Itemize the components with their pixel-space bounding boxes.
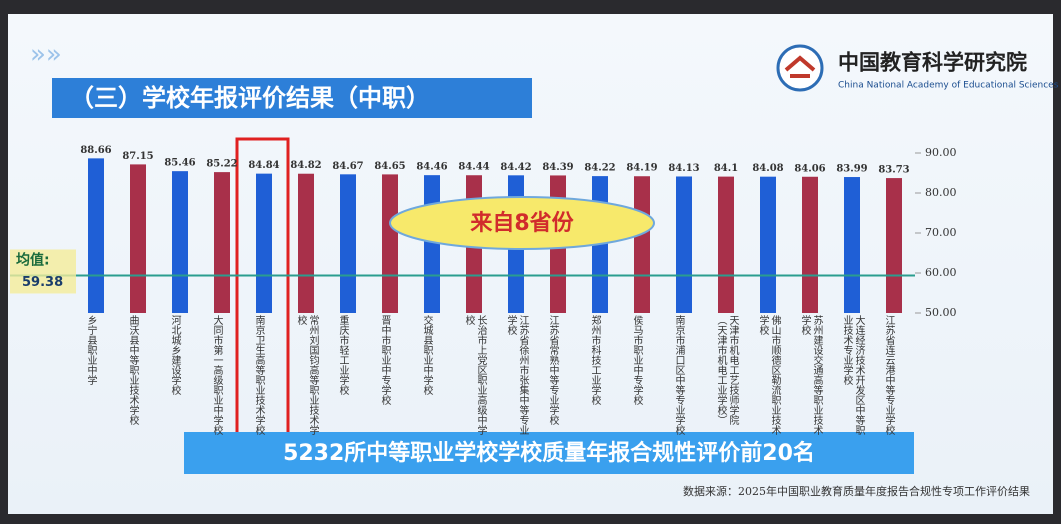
value-label: 84.1 [714,163,738,174]
bar [88,158,104,313]
bar [130,164,146,313]
bar [424,175,440,313]
x-tick-label: 江苏省常熟中等专业学校 [546,315,558,443]
bar [760,177,776,313]
x-tick-label: 乡宁县职业中学 [84,315,96,443]
x-tick-label: 南京卫生高等职业技术学校 [252,315,264,443]
x-tick-label: 曲沃县中等职业技术学校 [126,315,138,443]
x-tick-label: 江苏省连云港中等专业学校 [882,315,894,443]
bar [802,177,818,313]
y-tick-label: 90.00 [925,146,957,159]
value-label: 84.44 [458,162,489,173]
x-tick-label: 重庆市轻工业学校 [336,315,348,443]
x-tick-label: 苏州建设交通高等职业技术学校 [798,315,822,443]
value-label: 85.46 [164,158,195,169]
value-label: 84.42 [500,162,531,173]
y-tick-label: 60.00 [925,266,957,279]
banner: 5232所中等职业学校学校质量年报合规性评价前20名 [283,440,815,466]
x-tick-label: 交城县职业中学校 [420,315,432,443]
y-tick-label: 50.00 [925,306,957,319]
value-label: 84.19 [626,163,657,174]
chart: »» （三）学校年报评价结果（中职） 中国教育科学研究院 China Natio… [0,0,1061,524]
value-label: 83.73 [878,165,909,176]
bar [172,171,188,313]
mean-label: 均值: [16,251,50,268]
org-name: 中国教育科学研究院 [838,50,1027,75]
bar [634,176,650,313]
value-label: 84.46 [416,162,447,173]
bar [676,176,692,313]
bar [382,174,398,313]
bar [718,177,734,313]
page: »» （三）学校年报评价结果（中职） 中国教育科学研究院 China Natio… [0,0,1061,524]
logo [778,46,822,90]
value-label: 84.39 [542,162,573,173]
org-name-en: China National Academy of Educational Sc… [838,81,1059,91]
x-tick-label: 晋中市职业中专学校 [378,315,390,443]
callout-text: 来自8省份 [469,210,574,236]
bar [214,172,230,313]
x-tick-label: 大同市第一高级职业中学校 [210,315,222,443]
bar [256,174,272,313]
mean-value: 59.38 [22,275,63,290]
value-label: 87.15 [122,151,153,162]
x-tick-label: 侯马市职业中专学校 [630,315,642,443]
bar [886,178,902,313]
value-label: 88.66 [80,145,111,156]
y-tick-label: 70.00 [925,226,957,239]
bar [844,177,860,313]
x-tick-label: 佛山市顺德区勒流职业技术学校 [756,315,780,443]
bar [298,174,314,313]
x-tick-label: 大连经济技术开发区中等职业技术专业学校 [840,315,864,443]
value-label: 83.99 [836,164,867,175]
x-tick-label: 河北城乡建设学校 [168,315,180,443]
x-tick-label: 长治市上党区职业高级中学校 [462,315,486,443]
x-tick-label: 江苏省徐州市张集中等专业学校 [504,315,528,443]
value-label: 84.65 [374,161,405,172]
header-title: （三）学校年报评价结果（中职） [70,84,430,112]
chevrons: »» [30,40,62,70]
x-tick-label: 南京市浦口区中等专业学校 [672,315,684,443]
value-label: 84.82 [290,160,321,171]
x-tick-label: 天津市机电工艺技师学院（天津市机电工业学校） [714,315,738,443]
x-tick-label: 郑州市科技工业学校 [588,315,600,443]
y-tick-label: 80.00 [925,186,957,199]
value-label: 84.84 [248,160,279,171]
source: 数据来源：2025年中国职业教育质量年度报告合规性专项工作评价结果 [683,484,1030,498]
bar [340,174,356,313]
value-label: 84.22 [584,163,615,174]
value-label: 84.08 [752,163,783,174]
value-label: 84.67 [332,161,363,172]
x-tick-label: 常州刘国钧高等职业技术学校 [294,315,318,443]
value-label: 84.06 [794,163,825,174]
value-label: 84.13 [668,163,699,174]
value-label: 85.22 [206,159,237,170]
